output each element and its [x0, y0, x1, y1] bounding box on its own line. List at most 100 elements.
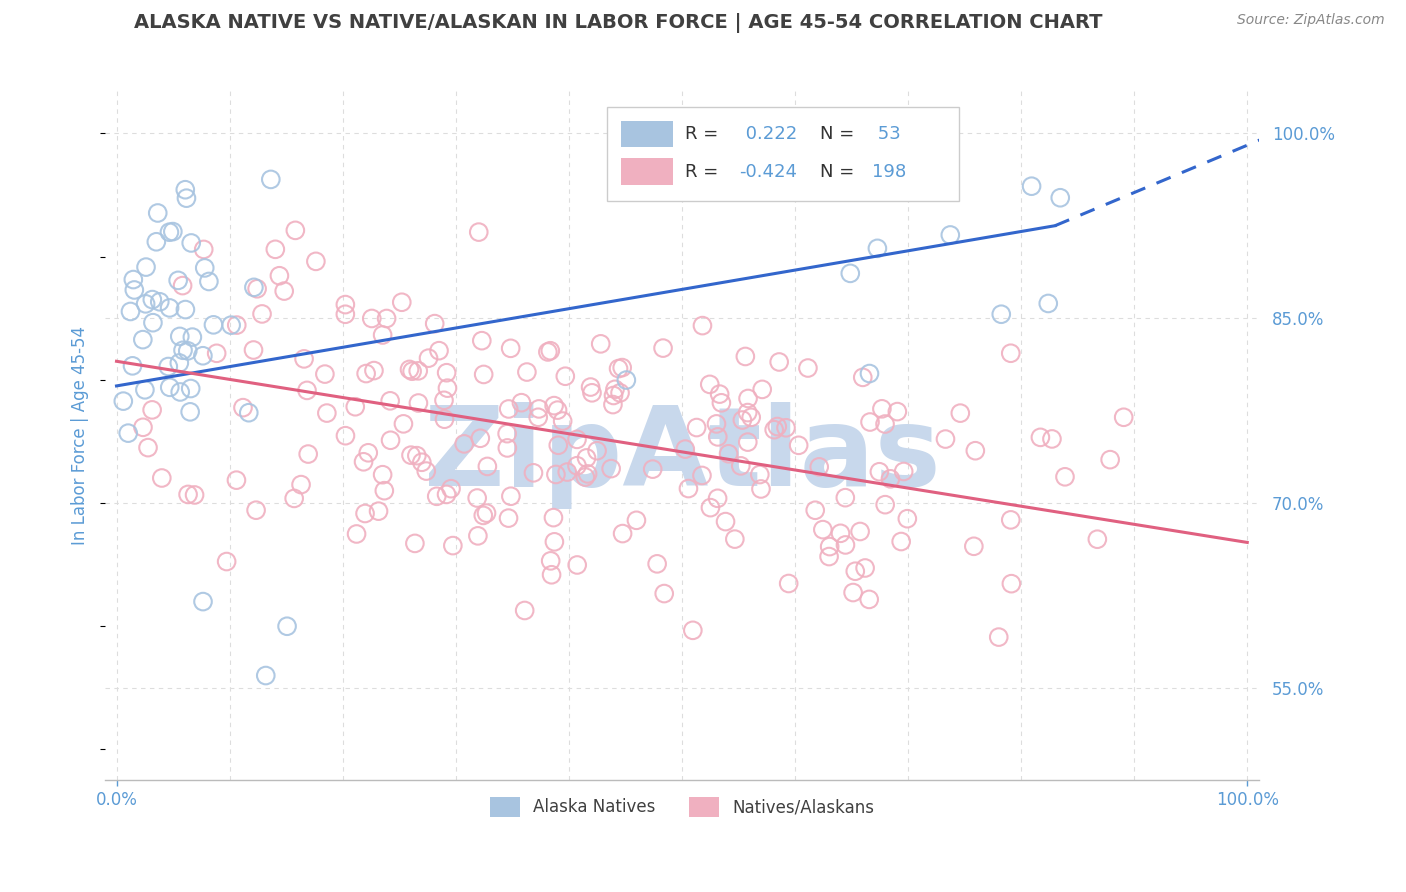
Point	[179, 405, 201, 419]
Point	[1029, 430, 1052, 444]
Point	[354, 367, 377, 381]
Point	[808, 459, 831, 474]
Point	[392, 417, 415, 431]
Point	[136, 441, 159, 455]
Point	[1038, 296, 1060, 310]
Point	[692, 318, 714, 333]
Point	[1000, 513, 1022, 527]
Point	[724, 532, 747, 546]
Point	[250, 307, 273, 321]
Point	[134, 383, 156, 397]
Point	[498, 401, 520, 416]
Point	[371, 467, 394, 482]
Point	[682, 624, 704, 638]
Point	[475, 506, 498, 520]
Point	[472, 508, 495, 523]
Point	[731, 413, 754, 427]
Point	[987, 630, 1010, 644]
Point	[353, 455, 375, 469]
Point	[472, 368, 495, 382]
Point	[949, 406, 972, 420]
Point	[612, 360, 634, 375]
Point	[335, 297, 357, 311]
Text: N =: N =	[820, 162, 860, 180]
Point	[513, 603, 536, 617]
Point	[842, 585, 865, 599]
Point	[440, 482, 463, 496]
Point	[172, 343, 194, 358]
Point	[169, 384, 191, 399]
Point	[859, 415, 882, 429]
Point	[117, 426, 139, 441]
Point	[551, 414, 574, 428]
Point	[544, 467, 567, 482]
Point	[699, 377, 721, 392]
Point	[404, 536, 426, 550]
Point	[398, 362, 420, 376]
Point	[433, 393, 456, 408]
Point	[555, 465, 578, 479]
Point	[868, 465, 890, 479]
Point	[141, 293, 163, 307]
Point	[870, 401, 893, 416]
Point	[135, 260, 157, 274]
Point	[373, 483, 395, 498]
Point	[834, 538, 856, 552]
Point	[1049, 191, 1071, 205]
Text: N =: N =	[820, 125, 860, 144]
Point	[198, 275, 221, 289]
FancyBboxPatch shape	[607, 107, 959, 201]
Point	[510, 395, 533, 409]
Point	[540, 567, 562, 582]
Text: 0.222: 0.222	[740, 125, 797, 144]
Point	[527, 410, 550, 425]
Point	[875, 498, 897, 512]
Point	[205, 346, 228, 360]
Point	[886, 404, 908, 418]
Legend: Alaska Natives, Natives/Alaskans: Alaska Natives, Natives/Alaskans	[484, 790, 880, 823]
Point	[567, 558, 589, 572]
Point	[149, 294, 172, 309]
Point	[879, 472, 901, 486]
Point	[607, 361, 630, 376]
Point	[159, 301, 181, 315]
Point	[811, 523, 834, 537]
Text: 53: 53	[872, 125, 901, 144]
Point	[858, 367, 880, 381]
Point	[706, 491, 728, 506]
Point	[858, 592, 880, 607]
Point	[344, 400, 367, 414]
Point	[1040, 432, 1063, 446]
FancyBboxPatch shape	[621, 159, 672, 185]
Point	[243, 280, 266, 294]
Point	[626, 513, 648, 527]
Point	[830, 526, 852, 541]
Point	[678, 482, 700, 496]
Point	[183, 488, 205, 502]
Point	[768, 355, 790, 369]
Point	[180, 382, 202, 396]
Point	[315, 406, 337, 420]
Point	[124, 283, 146, 297]
Point	[232, 401, 254, 415]
Point	[363, 363, 385, 377]
Point	[581, 385, 603, 400]
Point	[174, 302, 197, 317]
Point	[441, 539, 464, 553]
Point	[652, 586, 675, 600]
Point	[699, 500, 721, 515]
Point	[866, 241, 889, 255]
Point	[245, 503, 267, 517]
Point	[120, 304, 142, 318]
Point	[433, 412, 456, 426]
Point	[527, 401, 550, 416]
Point	[748, 467, 770, 482]
Point	[602, 398, 624, 412]
Text: ZipAtlas: ZipAtlas	[423, 402, 941, 509]
Point	[673, 442, 696, 456]
Point	[543, 510, 565, 524]
Point	[849, 524, 872, 539]
Point	[391, 295, 413, 310]
Text: 198: 198	[872, 162, 907, 180]
Point	[839, 266, 862, 280]
